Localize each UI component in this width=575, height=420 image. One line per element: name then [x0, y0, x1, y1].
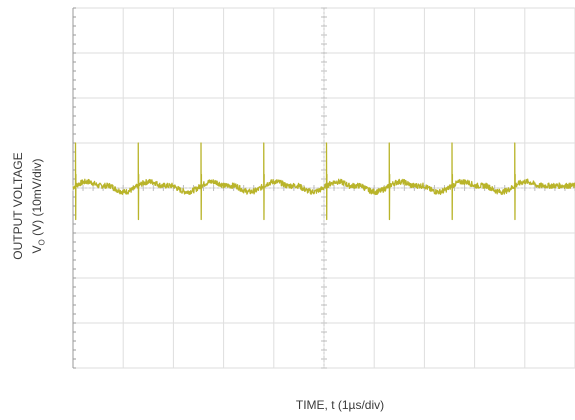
plot-grid [72, 7, 575, 369]
y-axis-label-line1: OUTPUT VOLTAGE [11, 152, 25, 260]
output-voltage-trace [72, 142, 575, 221]
x-axis-label: TIME, t (1µs/div) [295, 398, 385, 412]
y-axis-label-line2: VO (V) (10mV/div) [30, 158, 47, 254]
